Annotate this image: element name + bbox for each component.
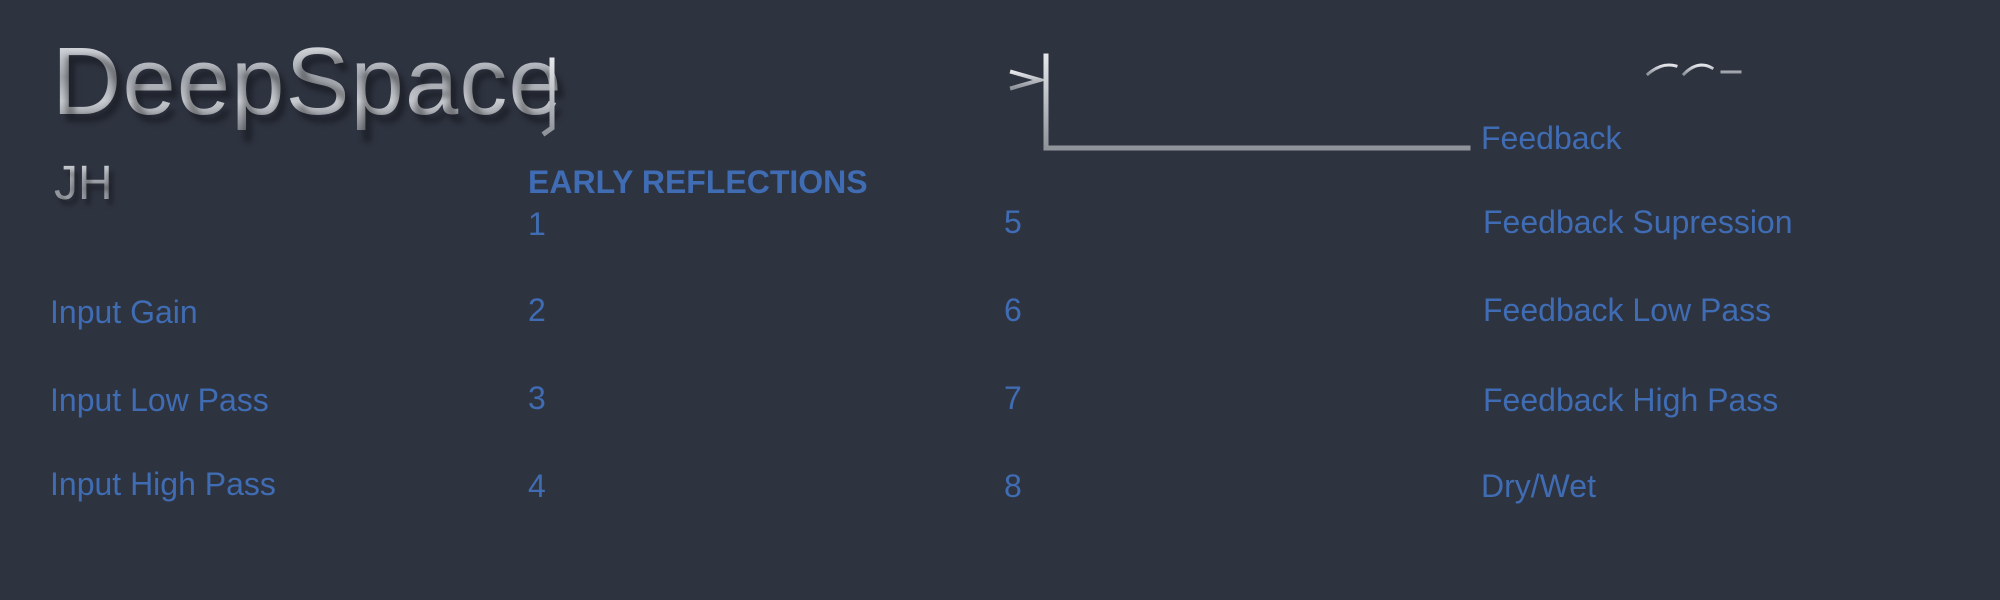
early-reflection-tap-5[interactable]: 5 [1004,204,1022,240]
feedback-low-pass-label[interactable]: Feedback Low Pass [1483,292,1772,328]
tap-ticks [1051,146,1466,190]
arrow-head [1009,69,1048,91]
early-reflection-tap-4[interactable]: 4 [528,468,546,504]
early-reflection-tap-8[interactable]: 8 [1004,468,1022,504]
early-reflection-tap-7[interactable]: 7 [1004,380,1022,416]
early-reflection-tap-2[interactable]: 2 [528,292,546,328]
early-reflection-tap-3[interactable]: 3 [528,380,546,416]
input-low-pass-label[interactable]: Input Low Pass [50,382,269,418]
input-high-pass-label[interactable]: Input High Pass [50,466,276,502]
feedback-label[interactable]: Feedback [1481,120,1622,156]
early-reflections-heading: EARLY REFLECTIONS [528,164,868,200]
bracket-line [541,57,555,137]
feedback-high-pass-label[interactable]: Feedback High Pass [1483,382,1779,418]
tap-bus [1043,53,1471,151]
early-reflection-tap-6[interactable]: 6 [1004,292,1022,328]
input-gain-label[interactable]: Input Gain [50,294,198,330]
plugin-title: DeepSpace [52,28,563,135]
early-reflection-tap-1[interactable]: 1 [528,206,546,242]
plugin-initials: JH [54,157,113,210]
dry-wet-label[interactable]: Dry/Wet [1481,468,1596,504]
feedback-squiggle [1645,63,1742,77]
feedback-supression-label[interactable]: Feedback Supression [1483,204,1793,240]
